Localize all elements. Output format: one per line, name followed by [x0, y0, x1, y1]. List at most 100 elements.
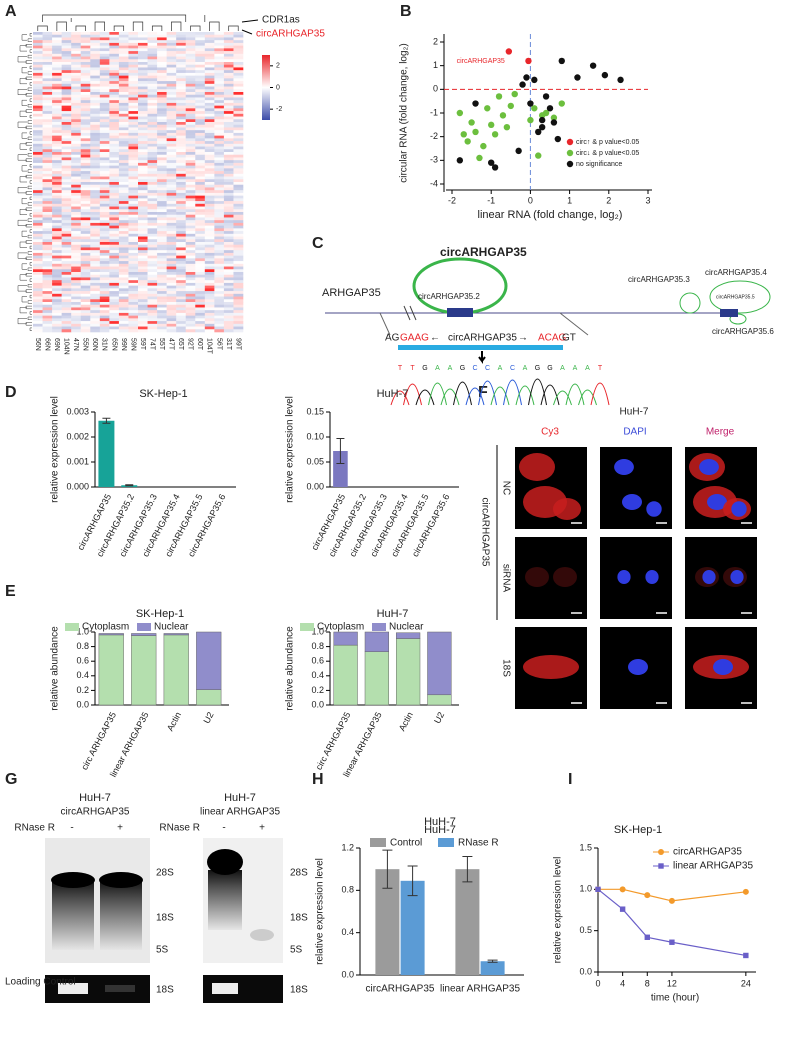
heatmap-cell — [80, 321, 91, 325]
heatmap-cell — [109, 233, 120, 237]
heatmap-cell — [52, 272, 62, 276]
trace — [428, 382, 447, 406]
heatmap-cell — [90, 179, 101, 183]
heatmap-cell — [214, 266, 225, 270]
heatmap-cell — [33, 34, 43, 38]
heatmap-cell — [176, 228, 187, 232]
heatmap-cell — [233, 195, 244, 199]
heatmap-cell — [166, 83, 177, 87]
heatmap-cell — [99, 293, 110, 297]
heatmap-cell — [42, 51, 53, 55]
heatmap-cell — [118, 179, 129, 183]
heatmap-cell — [90, 127, 101, 131]
heatmap-cell — [185, 64, 196, 68]
heatmap-cell — [185, 323, 196, 327]
heatmap-cell — [80, 198, 91, 202]
point — [554, 135, 562, 143]
heatmap-cell — [42, 217, 53, 221]
point — [456, 157, 464, 164]
heatmap-cell — [99, 75, 110, 79]
heatmap-cell — [185, 195, 196, 199]
heatmap-cell — [99, 42, 110, 46]
heatmap-cell — [195, 231, 206, 235]
heatmap-cell — [128, 32, 139, 36]
heatmap-cell — [80, 258, 91, 262]
heatmap-cell — [185, 152, 196, 156]
heatmap-cell — [71, 222, 82, 226]
heatmap-cell — [90, 318, 101, 322]
heatmap-cell — [128, 312, 139, 316]
heatmap-cell — [99, 37, 110, 41]
heatmap-cell — [118, 124, 129, 128]
heatmap-cell — [99, 45, 110, 49]
heatmap-cell — [233, 62, 244, 66]
heatmap-cell — [109, 124, 120, 128]
heatmap-cell — [214, 195, 225, 199]
heatmap-cell — [147, 220, 158, 224]
heatmap-cell — [157, 192, 167, 196]
junction: ACAG — [538, 333, 567, 344]
heatmap-cell — [80, 192, 91, 196]
heatmap-cell — [147, 42, 158, 46]
heatmap-cell — [61, 304, 72, 308]
heatmap-cell — [176, 32, 187, 36]
heatmap-cell — [52, 184, 62, 188]
heatmap-cell — [90, 198, 101, 202]
heatmap-cell — [147, 329, 158, 333]
heatmap-cell — [214, 280, 225, 284]
heatmap-cell — [52, 250, 62, 254]
heatmap-cell — [195, 299, 206, 303]
junction: GAAG — [400, 333, 429, 344]
heatmap-cell — [118, 62, 129, 66]
heatmap-cell — [166, 116, 177, 120]
heatmap-cell — [214, 310, 225, 314]
heatmap-cell — [118, 94, 129, 98]
heatmap-cell — [176, 329, 187, 333]
heatmap-cell — [90, 261, 101, 265]
heatmap-cell — [138, 149, 148, 153]
heatmap-cell — [147, 258, 158, 262]
heatmap-cell — [128, 122, 139, 126]
heatmap-cell — [90, 228, 101, 232]
heatmap-cell — [185, 56, 196, 60]
heatmap-cell — [118, 160, 129, 164]
heatmap-cell — [128, 64, 139, 68]
x-tick-label: U2 — [201, 710, 215, 725]
heatmap-cell — [166, 92, 177, 96]
heatmap-cell — [61, 318, 72, 322]
heatmap-cell — [214, 222, 225, 226]
heatmap-cell — [90, 282, 101, 286]
chart-title: HuH-7 — [377, 608, 409, 620]
heatmap-cell — [71, 78, 82, 82]
heatmap-cell — [99, 220, 110, 224]
heatmap-cell — [109, 293, 120, 297]
heatmap-cell — [195, 168, 206, 172]
heatmap-cell — [109, 296, 120, 300]
heatmap-cell — [185, 214, 196, 218]
marker — [644, 892, 651, 899]
heatmap-cell — [61, 81, 72, 85]
heatmap-cell — [214, 86, 225, 90]
nucleus — [702, 570, 716, 584]
heatmap-cell — [109, 321, 120, 325]
heatmap-cell — [109, 329, 120, 333]
heatmap-cell — [118, 135, 129, 139]
heatmap-cell — [118, 171, 129, 175]
heatmap-cell — [71, 130, 82, 134]
heatmap-cell — [33, 302, 43, 306]
heatmap-cell — [204, 53, 215, 57]
heatmap-cell — [185, 48, 196, 52]
point — [503, 124, 511, 131]
heatmap-cell — [52, 56, 62, 60]
heatmap-cell — [90, 217, 101, 221]
heatmap-cell — [147, 92, 158, 96]
column-label: 74T — [148, 338, 155, 351]
heatmap-cell — [147, 171, 158, 175]
heatmap-cell — [33, 285, 43, 289]
heatmap-cell — [118, 203, 129, 207]
heatmap-cell — [185, 179, 196, 183]
heatmap-cell — [128, 222, 139, 226]
heatmap-cell — [157, 42, 167, 46]
heatmap-cell — [61, 119, 72, 123]
heatmap-cell — [109, 132, 120, 136]
